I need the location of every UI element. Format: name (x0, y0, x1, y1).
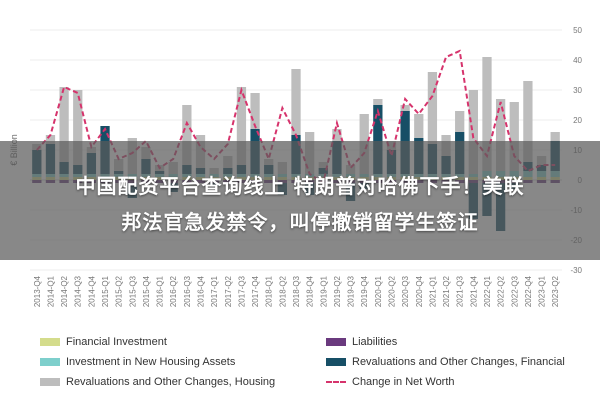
x-tick-label: 2018-Q2 (278, 275, 287, 307)
legend-swatch (326, 338, 346, 346)
x-axis-ticks: 2013-Q4 2014-Q1 2014-Q2 2014-Q3 2014-Q4 2015-… (33, 275, 560, 307)
bar-segment (455, 111, 465, 132)
x-tick-label: 2020-Q2 (387, 275, 396, 307)
x-tick-label: 2015-Q4 (142, 275, 151, 307)
legend-label: Revaluations and Other Changes, Housing (66, 376, 276, 388)
legend-label: Change in Net Worth (352, 376, 455, 388)
x-tick-label: 2022-Q2 (497, 275, 506, 307)
legend-label: Liabilities (352, 336, 398, 348)
bar-segment (400, 105, 410, 111)
headline-line-1[interactable]: 中国配资平台查询线上 特朗普对哈佛下手！美联 (75, 174, 525, 198)
x-tick-label: 2017-Q4 (251, 275, 260, 307)
legend-label: Financial Investment (66, 336, 167, 348)
bar-segment (250, 93, 260, 129)
x-tick-label: 2018-Q1 (265, 275, 274, 307)
x-tick-label: 2019-Q3 (347, 275, 356, 307)
x-tick-label: 2014-Q3 (74, 275, 83, 307)
x-tick-label: 2016-Q3 (183, 275, 192, 307)
x-tick-label: 2017-Q2 (224, 275, 233, 307)
bar-segment (550, 132, 560, 141)
bar-segment (59, 87, 69, 162)
x-tick-label: 2021-Q3 (456, 275, 465, 307)
x-tick-label: 2020-Q4 (415, 275, 424, 307)
x-tick-label: 2023-Q2 (551, 275, 560, 307)
bar-segment (332, 129, 342, 141)
x-tick-label: 2015-Q3 (128, 275, 137, 307)
x-tick-label: 2016-Q4 (197, 275, 206, 307)
headline-line-2[interactable]: 邦法官急发禁令，叫停撤销留学生签证 (121, 210, 479, 234)
bar-segment (373, 105, 383, 174)
x-tick-label: 2021-Q2 (442, 275, 451, 307)
bar-segment (482, 57, 492, 171)
legend: Financial Investment Liabilities Investm… (0, 330, 600, 400)
x-tick-label: 2020-Q3 (401, 275, 410, 307)
bar-segment (182, 105, 192, 165)
x-tick-label: 2017-Q3 (237, 275, 246, 307)
x-tick-label: 2019-Q4 (360, 275, 369, 307)
y-tick-label: -30 (570, 266, 582, 275)
x-tick-label: 2021-Q1 (428, 275, 437, 307)
x-tick-label: 2022-Q3 (510, 275, 519, 307)
y-tick-label: 40 (573, 56, 582, 65)
y-tick-label: 20 (573, 116, 582, 125)
x-tick-label: 2018-Q3 (292, 275, 301, 307)
x-tick-label: 2019-Q1 (319, 275, 328, 307)
headline-banner[interactable] (0, 141, 600, 260)
x-tick-label: 2018-Q4 (306, 275, 315, 307)
legend-item-new-housing: Investment in New Housing Assets (40, 356, 235, 368)
bar-segment (427, 72, 438, 144)
x-tick-label: 2014-Q1 (46, 275, 55, 307)
bar-segment (509, 102, 519, 171)
y-tick-label: 50 (573, 26, 582, 35)
y-tick-label: 30 (573, 86, 582, 95)
bar-segment (468, 90, 478, 174)
x-tick-label: 2013-Q4 (33, 275, 42, 307)
bar-segment (45, 135, 56, 144)
legend-item-financial-investment: Financial Investment (40, 336, 167, 348)
x-tick-label: 2020-Q1 (374, 275, 383, 307)
legend-swatch (40, 338, 60, 346)
legend-item-liabilities: Liabilities (326, 336, 397, 348)
bar-segment (495, 99, 506, 171)
legend-label: Investment in New Housing Assets (66, 356, 236, 368)
x-tick-label: 2015-Q2 (115, 275, 124, 307)
x-tick-label: 2022-Q4 (524, 275, 533, 307)
bar-segment (291, 69, 301, 135)
bar-segment (373, 99, 383, 105)
legend-swatch (326, 358, 346, 366)
legend-swatch (40, 358, 60, 366)
x-tick-label: 2014-Q4 (87, 275, 96, 307)
x-tick-label: 2019-Q2 (333, 275, 342, 307)
bar-segment (523, 81, 533, 162)
x-tick-label: 2017-Q1 (210, 275, 219, 307)
bar-segment (236, 87, 247, 165)
x-tick-label: 2023-Q1 (538, 275, 547, 307)
bar-segment (414, 114, 424, 138)
legend-dash (326, 381, 346, 383)
legend-label: Revaluations and Other Changes, Financia… (352, 356, 565, 368)
x-tick-label: 2016-Q2 (169, 275, 178, 307)
x-tick-label: 2022-Q1 (483, 275, 492, 307)
x-tick-label: 2015-Q1 (101, 275, 110, 307)
x-tick-label: 2021-Q4 (469, 275, 478, 307)
legend-item-reval-housing: Revaluations and Other Changes, Housing (40, 376, 275, 388)
legend-item-reval-financial: Revaluations and Other Changes, Financia… (326, 356, 565, 368)
bar-segment (73, 90, 83, 165)
legend-swatch (40, 378, 60, 386)
x-tick-label: 2014-Q2 (60, 275, 69, 307)
x-tick-label: 2016-Q1 (156, 275, 165, 307)
legend-item-net-worth: Change in Net Worth (326, 376, 455, 388)
